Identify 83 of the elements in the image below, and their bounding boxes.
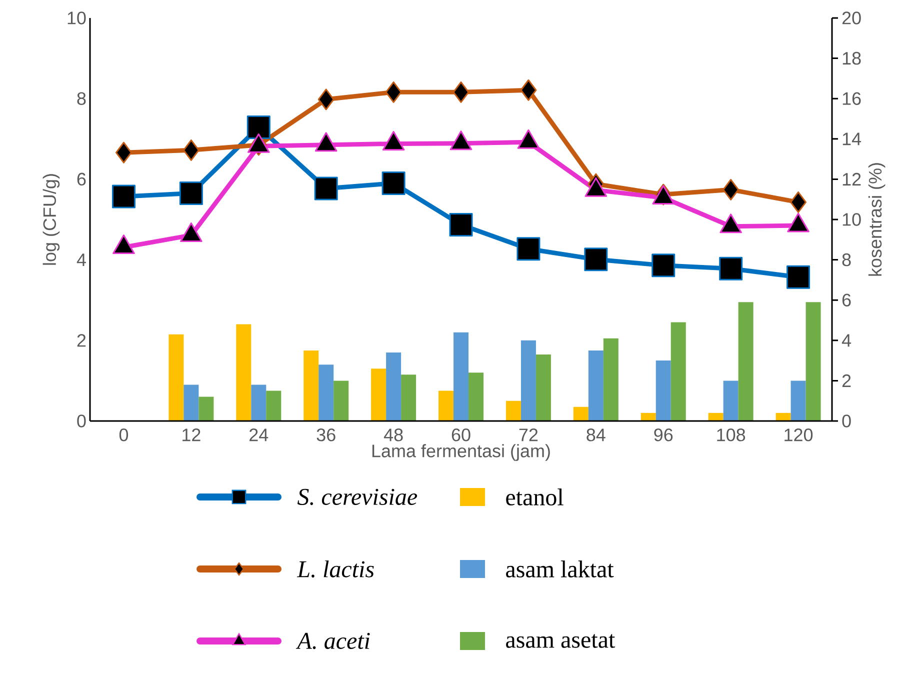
bar (738, 302, 754, 421)
point (584, 248, 608, 272)
legend-label: asam asetat (506, 634, 616, 648)
bar (656, 360, 671, 421)
bar (588, 350, 604, 421)
bar (520, 340, 536, 421)
bar (401, 374, 416, 421)
point (516, 237, 540, 261)
point (652, 254, 676, 278)
y2-tick-label: 0 (842, 414, 851, 428)
y2-tick-label: 18 (842, 52, 861, 65)
y2-tick-label: 12 (842, 172, 861, 186)
x-tick-label: 36 (316, 428, 336, 442)
x-tick-label: 48 (384, 428, 403, 442)
x-tick-label: 72 (519, 428, 538, 442)
y-tick-label: 0 (77, 414, 86, 428)
legend-label: A. aceti (296, 632, 370, 650)
point (722, 178, 740, 200)
x-tick-label: 120 (784, 428, 813, 442)
point (385, 81, 402, 103)
bar (536, 354, 551, 421)
point (115, 142, 132, 164)
point (790, 191, 807, 213)
x-tick-label: 108 (717, 428, 746, 442)
point (112, 184, 136, 208)
bar (506, 400, 521, 421)
point (382, 171, 406, 195)
bar (168, 334, 184, 421)
bar (251, 384, 266, 421)
point (182, 139, 200, 161)
bar (806, 302, 821, 421)
y2-tick-label: 4 (842, 334, 852, 347)
legend-label: S. cerevisiae (297, 488, 418, 506)
point (179, 182, 203, 206)
point (719, 256, 743, 280)
y2-axis-title: kosentrasi (%) (868, 163, 886, 276)
y2-tick-label: 8 (842, 253, 851, 266)
x-tick-label: 96 (654, 428, 673, 442)
y2-tick-label: 14 (842, 132, 862, 146)
bar (723, 380, 738, 421)
y-tick-label: 6 (77, 172, 86, 186)
bar (198, 396, 214, 421)
x-tick-label: 12 (182, 428, 200, 442)
bar (438, 390, 454, 421)
legend-label: L. lactis (296, 560, 374, 578)
bar (573, 406, 588, 421)
y-tick-label: 4 (76, 254, 86, 266)
bar (454, 332, 469, 421)
bar (790, 380, 806, 421)
x-tick-label: 84 (586, 428, 606, 442)
point (246, 115, 270, 139)
bar (386, 352, 402, 421)
y-tick-label: 8 (77, 92, 86, 105)
bar (236, 324, 252, 421)
x-tick-label: 0 (119, 428, 128, 442)
point (314, 176, 338, 200)
y2-tick-label: 20 (842, 12, 861, 24)
bar (371, 368, 386, 421)
x-tick-label: 60 (452, 428, 470, 442)
point (520, 79, 537, 101)
legend-label: asam laktat (506, 560, 614, 578)
bar (266, 390, 282, 421)
y2-tick-label: 2 (842, 374, 851, 387)
legend-label: etanol (506, 488, 564, 506)
bar (334, 380, 349, 421)
point (786, 265, 810, 289)
y2-tick-label: 16 (842, 92, 861, 105)
bar (670, 322, 686, 421)
bar (184, 384, 199, 421)
y2-tick-label: 10 (842, 213, 861, 226)
point (318, 88, 334, 110)
y-tick-label: 10 (68, 12, 86, 24)
y2-tick-label: 6 (842, 294, 851, 306)
x-axis-title: Lama fermentasi (jam) (372, 444, 550, 461)
point (452, 81, 470, 103)
x-tick-label: 24 (250, 428, 268, 442)
y-tick-label: 2 (77, 334, 86, 347)
bar (304, 350, 319, 421)
bar (468, 372, 484, 421)
point (449, 212, 473, 236)
bar (318, 364, 334, 421)
y-axis-title: log (CFU/g) (42, 174, 60, 265)
bar (603, 338, 618, 421)
